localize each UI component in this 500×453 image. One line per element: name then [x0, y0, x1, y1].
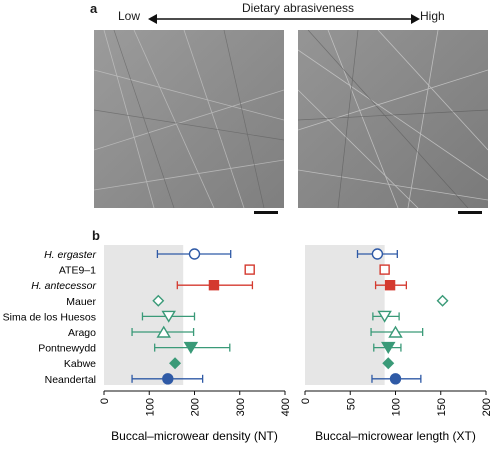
scale-bar-right — [458, 211, 482, 214]
category-label: ATE9–1 — [59, 265, 96, 277]
chart-panel-1: 0 100 200 300 400 Buccal–microwear density (N… — [99, 245, 292, 443]
low-label: Low — [118, 9, 141, 23]
diamond-filled-marker — [169, 357, 182, 370]
abrasiveness-title: Dietary abrasiveness — [242, 1, 355, 15]
shaded-range — [305, 245, 385, 385]
triangle-up-open-marker — [156, 325, 171, 338]
microwear-image-low — [94, 30, 284, 208]
scale-bar-left — [254, 211, 278, 214]
circle-filled-marker — [162, 373, 174, 385]
microwear-texture-low — [94, 30, 284, 208]
panel-letter-b: b — [92, 228, 100, 243]
x-tick-label: 300 — [235, 398, 247, 416]
circle-open-marker — [371, 248, 384, 260]
category-label: Pontnewydd — [38, 343, 96, 355]
x-axis-label: Buccal–microwear length (XT) — [315, 429, 476, 443]
diamond-filled-marker — [382, 357, 395, 370]
triangle-down-open-marker — [377, 310, 392, 323]
x-tick-label: 100 — [391, 398, 403, 416]
x-tick-label: 400 — [280, 398, 292, 416]
x-tick-label: 0 — [300, 398, 312, 404]
x-tick-label: 200 — [481, 398, 493, 416]
abrasiveness-arrow — [148, 14, 420, 24]
microwear-texture-high — [298, 30, 488, 208]
triangle-up-open-marker — [388, 325, 403, 338]
category-label: Sima de los Huesos — [3, 311, 96, 323]
x-tick-label: 0 — [99, 398, 111, 404]
square-filled-marker — [208, 280, 220, 291]
x-tick-label: 150 — [436, 398, 448, 416]
circle-open-marker — [188, 248, 201, 260]
square-filled-marker — [384, 280, 396, 291]
category-label: Kabwe — [64, 358, 96, 370]
high-label: High — [420, 9, 445, 23]
category-label: H. ergaster — [44, 249, 96, 261]
x-tick-label: 200 — [190, 398, 202, 416]
square-open-marker — [244, 264, 255, 275]
triangle-down-filled-marker — [183, 341, 199, 354]
category-label: Mauer — [66, 296, 96, 308]
x-tick-label: 100 — [144, 398, 156, 416]
panel-letter-a: a — [90, 1, 98, 16]
triangle-down-open-marker — [161, 310, 176, 323]
category-label: Neandertal — [45, 374, 96, 386]
chart-panel-2: 0 50 100 150 200 Buccal–microwear length (XT) — [300, 245, 493, 443]
diamond-open-marker — [152, 294, 165, 307]
diamond-open-marker — [436, 294, 449, 307]
circle-filled-marker — [389, 373, 402, 385]
square-open-marker — [379, 264, 390, 275]
microwear-image-high — [298, 30, 488, 208]
x-tick-label: 50 — [345, 398, 357, 410]
triangle-down-filled-marker — [381, 341, 396, 354]
x-axis-label: Buccal–microwear density (NT) — [111, 429, 278, 443]
category-label: H. antecessor — [31, 280, 96, 292]
category-label: Arago — [68, 327, 96, 339]
